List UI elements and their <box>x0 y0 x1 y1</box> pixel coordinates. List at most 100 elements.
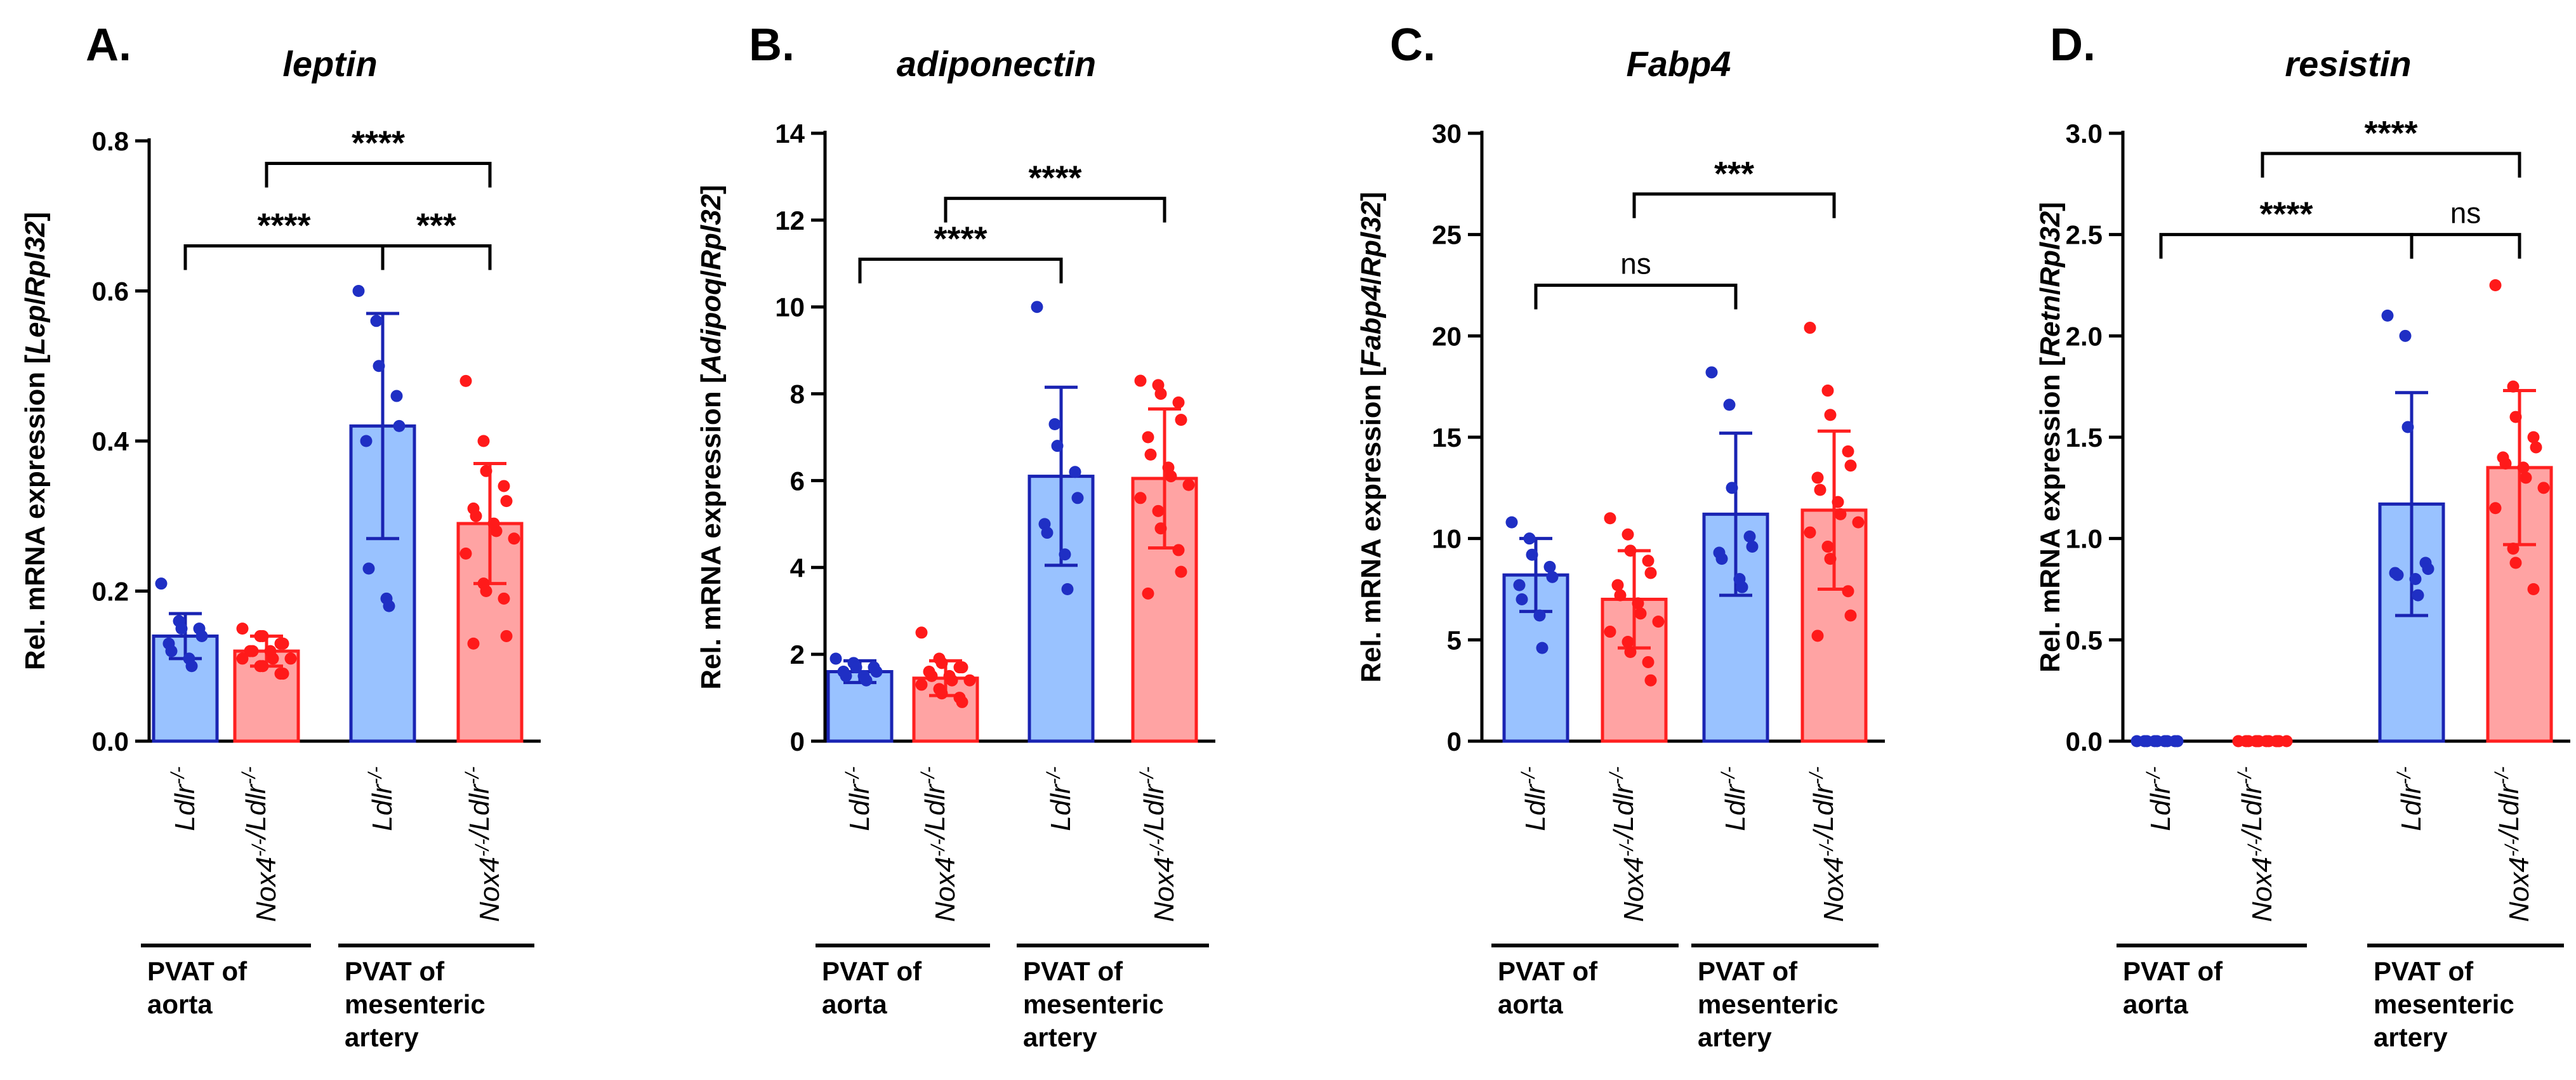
data-point <box>1523 532 1536 545</box>
significance-bracket: **** <box>2159 195 2414 259</box>
data-point <box>1526 548 1538 561</box>
data-point <box>165 645 178 657</box>
x-category-label: Ldlr-/- <box>1518 767 1551 831</box>
data-point <box>2517 461 2530 474</box>
data-point <box>1505 516 1518 529</box>
y-axis-label: Rel. mRNA expression [Retn/Rpl32] <box>2035 202 2066 673</box>
data-point <box>2422 563 2434 576</box>
data-point <box>2499 458 2512 470</box>
data-point <box>1736 581 1748 593</box>
data-point <box>508 532 520 545</box>
data-point <box>498 480 510 492</box>
group-label-line: mesenteric <box>2374 989 2514 1019</box>
data-point <box>267 652 279 665</box>
data-point <box>1142 587 1154 600</box>
group-label-line: PVAT of <box>1698 956 1798 986</box>
y-tick-label: 30 <box>1432 119 1462 148</box>
data-point <box>935 657 948 669</box>
significance-bracket: **** <box>265 124 492 188</box>
group-label-line: PVAT of <box>1498 956 1598 986</box>
data-point <box>925 669 938 682</box>
data-point <box>2161 735 2174 747</box>
data-point <box>277 668 289 680</box>
data-point <box>1844 609 1857 622</box>
data-point <box>1134 492 1147 504</box>
y-tick-label: 4 <box>790 553 805 583</box>
data-point <box>1624 645 1637 658</box>
significance-label: ns <box>2450 197 2481 230</box>
group-label-line: aorta <box>2123 989 2188 1019</box>
data-point <box>2530 441 2542 454</box>
data-point <box>2527 431 2540 444</box>
data-point <box>1622 528 1634 541</box>
data-point <box>256 629 269 642</box>
y-tick-label: 10 <box>775 293 805 322</box>
y-axis-label: Rel. mRNA expression [Fabp4/Rpl32] <box>1356 192 1387 682</box>
y-tick-label: 1.0 <box>2066 524 2103 554</box>
data-point <box>1746 540 1759 553</box>
x-category-label: Ldlr-/- <box>2394 767 2427 831</box>
y-tick-label: 0.5 <box>2066 625 2103 655</box>
data-point <box>467 637 480 650</box>
data-point <box>1536 642 1549 654</box>
data-point <box>2520 471 2532 484</box>
group-label-line: PVAT of <box>2123 956 2223 986</box>
data-point <box>2273 735 2285 747</box>
data-point <box>1604 512 1616 525</box>
group-label-line: artery <box>2374 1022 2448 1052</box>
data-point <box>1642 655 1655 668</box>
data-point <box>1632 597 1644 610</box>
data-point <box>1811 471 1824 484</box>
significance-bracket: **** <box>183 207 385 270</box>
data-point <box>1144 448 1157 461</box>
group-label-line: PVAT of <box>1023 956 1123 986</box>
panel-title: Fabp4 <box>1627 44 1731 84</box>
data-point <box>459 547 472 560</box>
data-point <box>477 435 490 447</box>
data-point <box>1644 674 1657 687</box>
data-point <box>1814 484 1826 496</box>
y-tick-label: 0.4 <box>92 426 129 456</box>
y-axis-label: Rel. mRNA expression [Adipoq/Rpl32] <box>696 185 727 689</box>
group-label-line: aorta <box>822 989 887 1019</box>
significance-label: **** <box>934 220 987 258</box>
data-point <box>1154 522 1167 535</box>
panel-title: adiponectin <box>897 44 1096 84</box>
significance-bracket: *** <box>1632 155 1836 218</box>
significance-label: *** <box>1714 155 1754 193</box>
data-point <box>1142 431 1154 444</box>
group-label-line: artery <box>1023 1022 1097 1052</box>
y-tick-label: 0.6 <box>92 277 129 306</box>
data-point <box>840 669 852 682</box>
x-category-label: Ldlr-/- <box>168 767 201 831</box>
data-point <box>1804 322 1816 334</box>
y-tick-label: 25 <box>1432 220 1462 250</box>
data-point <box>1134 374 1147 387</box>
data-point <box>175 622 188 635</box>
data-point <box>2391 569 2404 581</box>
group-label-line: mesenteric <box>1023 989 1164 1019</box>
x-category-label: Ldlr-/- <box>365 767 398 831</box>
data-point <box>1715 553 1728 565</box>
y-tick-label: 15 <box>1432 423 1462 452</box>
data-point <box>935 687 948 700</box>
data-point <box>236 622 249 635</box>
data-point <box>1824 409 1837 421</box>
data-point <box>1821 385 1834 397</box>
data-point <box>946 674 958 687</box>
data-point <box>2509 556 2522 569</box>
data-point <box>2232 735 2245 747</box>
x-category-label: Ldlr-/- <box>1043 767 1076 831</box>
data-point <box>1041 527 1054 539</box>
data-point <box>256 660 269 673</box>
y-tick-label: 2.5 <box>2066 220 2103 250</box>
panel-letter: A. <box>86 20 131 70</box>
data-point <box>1031 301 1043 313</box>
x-category-label: Nox4-/-/Ldlr-/- <box>462 767 505 922</box>
bar <box>2378 502 2445 743</box>
